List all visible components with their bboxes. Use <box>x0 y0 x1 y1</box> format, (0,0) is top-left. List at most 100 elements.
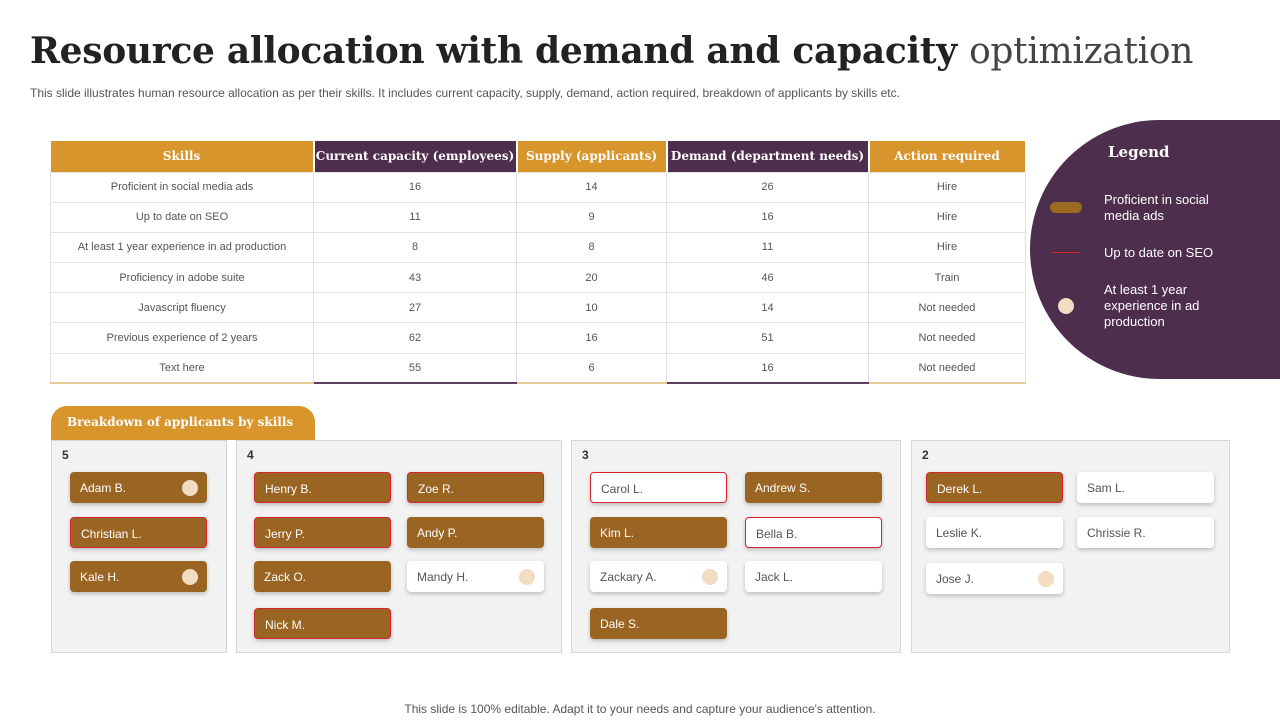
cell-capacity: 27 <box>313 292 517 324</box>
legend-title: Legend <box>1108 143 1170 161</box>
title-main: Resource allocation with demand and capa… <box>30 30 957 72</box>
cell-capacity: 8 <box>313 231 517 264</box>
applicant-name: Henry B. <box>265 482 312 496</box>
header-action-required: Action required <box>868 141 1027 172</box>
panel-count: 3 <box>582 448 589 462</box>
applicant-chip: Jerry P. <box>254 517 391 548</box>
applicant-chip: Bella B. <box>745 517 882 548</box>
header-skills: Skills <box>50 141 315 172</box>
applicant-name: Adam B. <box>80 481 127 495</box>
applicant-name: Kale H. <box>80 570 120 584</box>
cell-supply: 20 <box>516 262 667 294</box>
applicant-name: Christian L. <box>81 527 142 541</box>
header-supply: Supply (applicants) <box>516 141 668 172</box>
applicant-chip: Kale H. <box>70 561 207 592</box>
ad-production-dot-icon <box>1038 571 1054 587</box>
page-title: Resource allocation with demand and capa… <box>30 30 1193 72</box>
table-header-row: Skills Current capacity (employees) Supp… <box>50 141 1027 172</box>
table-row: Proficient in social media ads 16 14 26 … <box>50 171 1026 203</box>
cell-action: Train <box>868 262 1026 294</box>
applicant-chip: Andy P. <box>407 517 544 548</box>
panel-count: 4 <box>247 448 254 462</box>
cell-skill: Previous experience of 2 years <box>50 322 314 354</box>
table-row: Javascript fluency 27 10 14 Not needed <box>50 292 1026 324</box>
applicant-name: Leslie K. <box>936 526 983 540</box>
header-current-capacity: Current capacity (employees) <box>313 141 518 172</box>
breakdown-panel-4: 4 Henry B. Zoe R. Jerry P. Andy P. Zack … <box>236 440 562 653</box>
cell-skill: Text here <box>50 352 314 385</box>
cell-capacity: 55 <box>313 352 517 385</box>
cell-demand: 16 <box>666 201 869 233</box>
cell-action: Not needed <box>868 352 1026 385</box>
applicant-chip: Mandy H. <box>407 561 544 592</box>
applicant-chip: Carol L. <box>590 472 727 503</box>
applicant-chip: Nick M. <box>254 608 391 639</box>
breakdown-panel-3: 3 Carol L. Andrew S. Kim L. Bella B. Zac… <box>571 440 901 653</box>
applicant-name: Jack L. <box>755 570 794 584</box>
applicant-name: Kim L. <box>600 526 635 540</box>
header-demand: Demand (department needs) <box>666 141 870 172</box>
cell-supply: 14 <box>516 171 667 203</box>
applicant-name: Mandy H. <box>417 570 469 584</box>
cell-demand: 46 <box>666 262 869 294</box>
skills-table: Skills Current capacity (employees) Supp… <box>50 141 1027 385</box>
footer-note: This slide is 100% editable. Adapt it to… <box>404 702 876 716</box>
applicant-chip: Jose J. <box>926 563 1063 594</box>
applicant-chip: Christian L. <box>70 517 207 548</box>
cell-supply: 10 <box>516 292 667 324</box>
table-row: Proficiency in adobe suite 43 20 46 Trai… <box>50 262 1026 294</box>
applicant-chip: Adam B. <box>70 472 207 503</box>
ad-production-dot-icon <box>519 569 535 585</box>
applicant-name: Jerry P. <box>265 527 305 541</box>
legend-item-ad-production: At least 1 year experience in ad product… <box>1104 282 1200 329</box>
legend-panel: Legend Proficient in social media ads Up… <box>1030 120 1280 379</box>
cell-action: Not needed <box>868 322 1026 354</box>
applicant-chip: Zoe R. <box>407 472 544 503</box>
cell-capacity: 62 <box>313 322 517 354</box>
breakdown-panel-2: 2 Derek L. Sam L. Leslie K. Chrissie R. … <box>911 440 1230 653</box>
cell-demand: 11 <box>666 231 869 264</box>
applicant-chip: Chrissie R. <box>1077 517 1214 548</box>
cell-action: Hire <box>868 231 1026 264</box>
applicant-name: Andy P. <box>417 526 458 540</box>
cell-supply: 6 <box>516 352 667 385</box>
applicant-chip: Zack O. <box>254 561 391 592</box>
legend-swatch-brown-chip <box>1050 202 1082 213</box>
legend-swatch-cream-dot <box>1058 298 1074 314</box>
ad-production-dot-icon <box>182 569 198 585</box>
page-subtitle: This slide illustrates human resource al… <box>30 86 900 100</box>
ad-production-dot-icon <box>182 480 198 496</box>
cell-capacity: 16 <box>313 171 517 203</box>
cell-demand: 14 <box>666 292 869 324</box>
table-row: Previous experience of 2 years 62 16 51 … <box>50 322 1026 354</box>
cell-supply: 8 <box>516 231 667 264</box>
table-row: Text here 55 6 16 Not needed <box>50 352 1026 385</box>
cell-skill: At least 1 year experience in ad product… <box>50 231 314 264</box>
applicant-chip: Andrew S. <box>745 472 882 503</box>
cell-capacity: 11 <box>313 201 517 233</box>
applicant-chip: Kim L. <box>590 517 727 548</box>
cell-skill: Proficiency in adobe suite <box>50 262 314 294</box>
legend-item-seo: Up to date on SEO <box>1104 245 1214 260</box>
applicant-name: Derek L. <box>937 482 983 496</box>
legend-item-social-media: Proficient in social media ads <box>1104 192 1209 223</box>
cell-demand: 16 <box>666 352 869 385</box>
applicant-name: Carol L. <box>601 482 644 496</box>
applicant-chip: Sam L. <box>1077 472 1214 503</box>
applicant-chip: Henry B. <box>254 472 391 503</box>
cell-demand: 51 <box>666 322 869 354</box>
applicant-chip: Zackary A. <box>590 561 727 592</box>
applicant-name: Bella B. <box>756 527 798 541</box>
legend-swatch-red-border <box>1052 252 1080 253</box>
cell-supply: 16 <box>516 322 667 354</box>
cell-skill: Up to date on SEO <box>50 201 314 233</box>
applicant-name: Dale S. <box>600 617 640 631</box>
cell-capacity: 43 <box>313 262 517 294</box>
breakdown-panel-5: 5 Adam B. Christian L. Kale H. <box>51 440 227 653</box>
applicant-name: Andrew S. <box>755 481 811 495</box>
applicant-name: Sam L. <box>1087 481 1126 495</box>
applicant-chip: Jack L. <box>745 561 882 592</box>
applicant-chip: Dale S. <box>590 608 727 639</box>
applicant-chip: Derek L. <box>926 472 1063 503</box>
ad-production-dot-icon <box>702 569 718 585</box>
